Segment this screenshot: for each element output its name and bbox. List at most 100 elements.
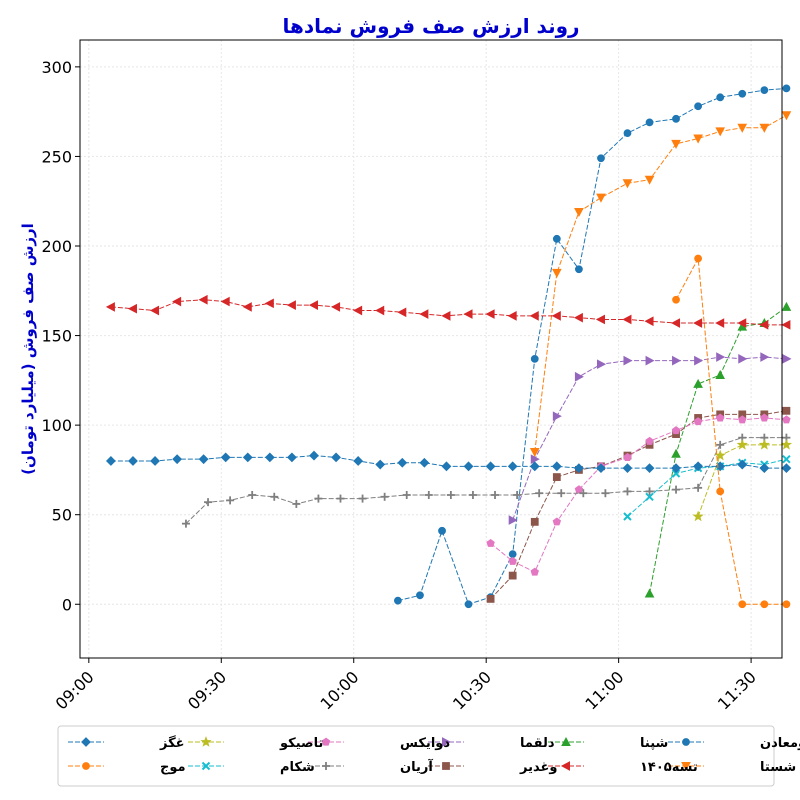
data-point	[760, 352, 770, 362]
legend-item: ومعادن	[668, 736, 800, 751]
data-point	[574, 485, 584, 494]
legend-marker	[442, 737, 452, 747]
data-point	[491, 490, 500, 499]
legend-item: شستا	[668, 760, 796, 775]
data-point	[530, 517, 539, 526]
data-point	[601, 489, 610, 498]
data-point	[402, 490, 411, 499]
data-point	[759, 319, 769, 330]
data-point	[485, 309, 495, 319]
data-point	[715, 127, 726, 137]
data-point	[220, 452, 231, 463]
series-1	[393, 84, 791, 609]
data-point	[416, 591, 424, 600]
legend-label: غگز	[159, 735, 185, 751]
data-point	[507, 461, 518, 472]
legend-item: موج	[68, 760, 186, 775]
data-point	[552, 411, 562, 422]
data-point	[781, 301, 792, 311]
data-point	[441, 311, 451, 321]
y-tick-label: 150	[41, 327, 72, 346]
data-point	[644, 588, 655, 598]
legend-marker	[682, 738, 690, 746]
y-tick-label: 100	[41, 416, 72, 435]
data-point	[551, 461, 562, 472]
data-point	[331, 302, 341, 312]
data-point	[552, 517, 562, 526]
data-point	[671, 469, 681, 478]
data-point	[557, 489, 566, 498]
data-point	[715, 369, 726, 379]
data-point	[645, 487, 654, 496]
data-point	[693, 378, 703, 388]
legend-item: دلقما	[428, 736, 555, 751]
data-point	[671, 139, 681, 149]
legend-label: دلقما	[520, 736, 555, 751]
data-point	[575, 265, 583, 274]
data-point	[694, 483, 703, 492]
series-line	[697, 444, 787, 517]
y-tick-label: 300	[41, 58, 72, 77]
legend-box	[57, 725, 775, 787]
data-point	[508, 515, 518, 525]
y-tick-label: 50	[52, 506, 72, 525]
series-8	[181, 433, 791, 528]
data-point	[672, 295, 680, 304]
data-point	[105, 456, 116, 466]
data-point	[716, 440, 725, 449]
legend-marker	[81, 737, 91, 747]
series-line	[627, 458, 787, 517]
legend-label: موج	[160, 760, 186, 775]
data-point	[715, 413, 725, 422]
series-5	[508, 352, 792, 525]
series-2	[529, 111, 792, 458]
legend-marker	[681, 762, 691, 772]
series-line	[534, 114, 787, 453]
legend-item: آریان	[308, 758, 433, 775]
data-point	[694, 102, 703, 111]
data-point	[463, 309, 473, 319]
data-point	[529, 461, 540, 472]
data-point	[353, 456, 364, 466]
data-point	[782, 415, 791, 424]
data-point	[693, 417, 703, 426]
data-point	[596, 193, 606, 203]
data-point	[551, 268, 562, 278]
legend-label: تسه۱۴۰۵	[640, 760, 698, 775]
data-point	[671, 463, 681, 474]
data-point	[782, 354, 792, 364]
data-point	[760, 600, 769, 609]
data-point	[782, 406, 791, 415]
data-point	[574, 207, 584, 218]
legend-marker	[82, 762, 90, 770]
data-point	[758, 438, 770, 450]
data-point	[508, 550, 517, 559]
data-point	[645, 436, 654, 445]
data-point	[737, 318, 747, 328]
data-point	[781, 463, 792, 474]
data-point	[736, 438, 748, 450]
data-point	[127, 303, 137, 314]
data-point	[530, 567, 539, 576]
data-point	[782, 600, 791, 609]
data-point	[128, 456, 138, 466]
data-point	[693, 318, 703, 328]
series-7	[486, 413, 791, 576]
data-point	[464, 600, 473, 609]
data-point	[438, 526, 446, 535]
data-point	[759, 463, 770, 474]
data-point	[353, 305, 363, 316]
data-point	[486, 538, 495, 547]
data-point	[508, 556, 517, 565]
legend-item: شپنا	[548, 736, 668, 751]
plot-frame	[79, 39, 783, 659]
legend-item: غگز	[68, 735, 185, 751]
legend-item: دوایکس	[308, 736, 450, 751]
data-point	[760, 413, 769, 422]
data-point	[645, 492, 654, 501]
data-point	[596, 463, 606, 474]
series-9	[692, 438, 793, 522]
data-point	[172, 454, 183, 465]
series-line	[490, 417, 787, 573]
